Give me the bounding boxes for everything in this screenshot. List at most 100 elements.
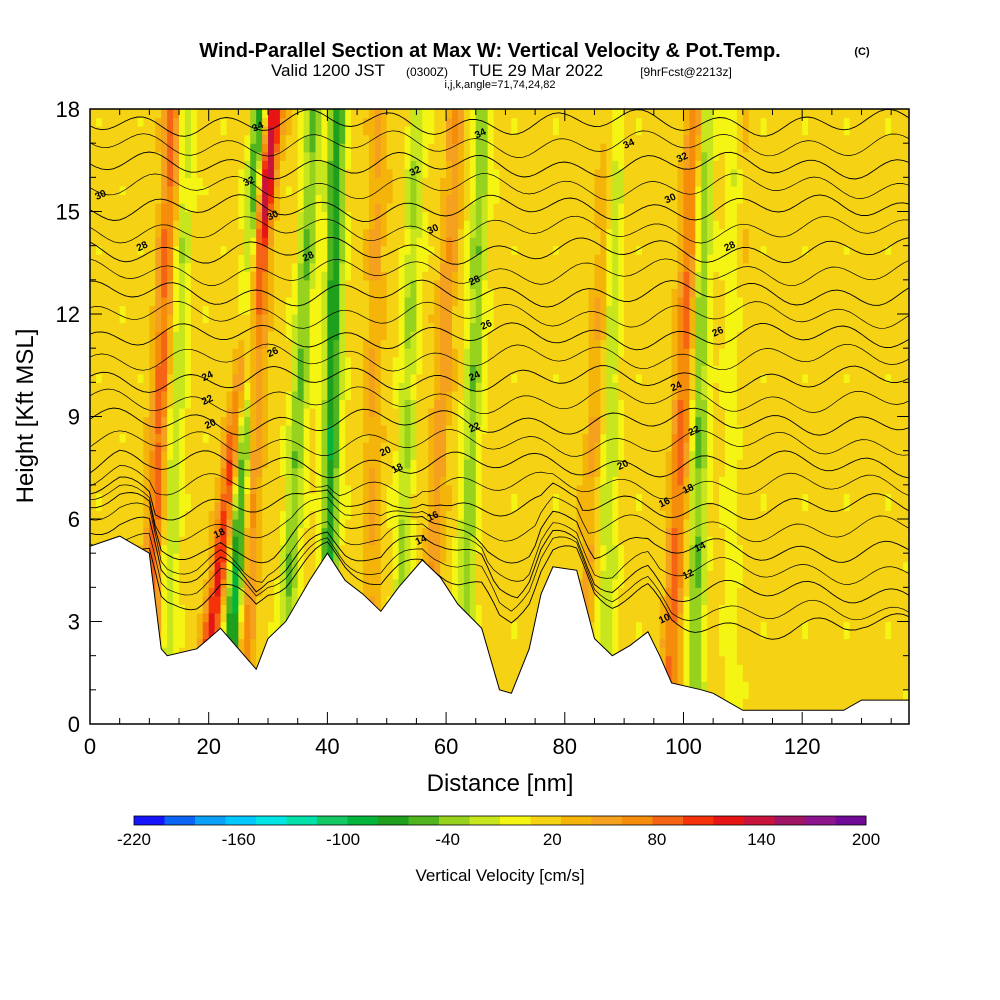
velocity-cell xyxy=(208,356,216,366)
velocity-cell xyxy=(161,211,168,221)
velocity-cell xyxy=(285,416,293,426)
velocity-cell xyxy=(196,117,204,127)
velocity-cell xyxy=(297,459,305,469)
velocity-cell xyxy=(398,228,406,238)
velocity-cell xyxy=(380,134,388,144)
velocity-cell xyxy=(309,407,317,418)
velocity-cell xyxy=(487,168,495,178)
velocity-cell xyxy=(155,442,162,452)
velocity-cell xyxy=(238,143,245,153)
velocity-cell xyxy=(386,288,394,298)
velocity-cell xyxy=(202,553,210,563)
velocity-cell xyxy=(95,382,103,392)
velocity-cell xyxy=(214,553,222,563)
velocity-cell xyxy=(137,527,145,537)
velocity-cell xyxy=(309,536,317,546)
velocity-cell xyxy=(481,536,489,546)
velocity-cell xyxy=(463,595,471,606)
velocity-cell xyxy=(173,493,180,503)
velocity-cell xyxy=(428,177,435,187)
velocity-cell xyxy=(268,484,275,494)
velocity-cell xyxy=(179,254,186,264)
velocity-cell xyxy=(475,331,483,341)
velocity-cell xyxy=(149,476,156,486)
velocity-cell xyxy=(161,561,168,571)
velocity-cell xyxy=(113,382,121,392)
velocity-cell xyxy=(190,595,198,606)
velocity-cell xyxy=(475,561,483,571)
velocity-cell xyxy=(250,185,257,196)
velocity-cell xyxy=(214,604,222,614)
velocity-cell xyxy=(457,382,465,392)
velocity-cell xyxy=(196,194,204,204)
velocity-cell xyxy=(95,484,103,494)
velocity-cell xyxy=(161,621,168,631)
velocity-cell xyxy=(214,493,222,503)
velocity-cell xyxy=(161,356,168,366)
velocity-cell xyxy=(202,211,210,221)
velocity-cell xyxy=(190,544,198,554)
velocity-cell xyxy=(303,143,311,153)
velocity-cell xyxy=(95,254,103,264)
velocity-cell xyxy=(131,510,139,520)
velocity-cell xyxy=(428,134,435,144)
velocity-cell xyxy=(95,237,103,247)
velocity-cell xyxy=(238,484,245,494)
velocity-cell xyxy=(446,365,453,375)
velocity-cell xyxy=(256,570,263,580)
velocity-cell xyxy=(339,160,346,170)
velocity-cell xyxy=(416,228,423,238)
velocity-cell xyxy=(481,348,489,358)
velocity-cell xyxy=(107,245,115,255)
velocity-cell xyxy=(493,570,501,580)
velocity-cell xyxy=(90,177,97,187)
velocity-cell xyxy=(309,501,317,512)
velocity-cell xyxy=(190,399,198,409)
velocity-cell xyxy=(232,442,239,452)
velocity-cell xyxy=(440,314,447,324)
velocity-cell xyxy=(202,544,210,554)
velocity-cell xyxy=(238,177,245,187)
velocity-cell xyxy=(392,194,400,204)
velocity-cell xyxy=(113,185,121,196)
velocity-cell xyxy=(315,527,323,537)
velocity-cell xyxy=(161,578,168,588)
velocity-cell xyxy=(161,237,168,247)
velocity-cell xyxy=(487,151,495,161)
velocity-cell xyxy=(434,177,441,187)
velocity-cell xyxy=(220,177,228,187)
velocity-cell xyxy=(351,561,358,571)
velocity-cell xyxy=(285,194,293,204)
velocity-cell xyxy=(457,288,465,298)
velocity-cell xyxy=(434,126,441,136)
velocity-cell xyxy=(297,160,305,170)
velocity-cell xyxy=(410,450,418,460)
velocity-cell xyxy=(374,134,382,144)
velocity-cell xyxy=(493,630,501,640)
velocity-cell xyxy=(95,373,103,383)
velocity-cell xyxy=(208,322,216,332)
velocity-cell xyxy=(386,117,394,127)
velocity-cell xyxy=(279,604,287,614)
velocity-cell xyxy=(333,519,340,529)
velocity-cell xyxy=(196,587,204,597)
velocity-cell xyxy=(493,493,501,503)
velocity-cell xyxy=(327,245,334,255)
velocity-cell xyxy=(374,519,382,529)
velocity-cell xyxy=(179,348,186,358)
velocity-cell xyxy=(327,339,334,349)
velocity-cell xyxy=(327,151,334,161)
velocity-cell xyxy=(404,433,412,443)
velocity-cell xyxy=(487,433,495,443)
velocity-cell xyxy=(481,279,489,289)
velocity-cell xyxy=(90,305,97,315)
velocity-cell xyxy=(475,484,483,494)
velocity-cell xyxy=(161,365,168,375)
velocity-cell xyxy=(244,595,251,606)
velocity-cell xyxy=(457,365,465,375)
velocity-cell xyxy=(167,459,174,469)
velocity-cell xyxy=(250,604,257,614)
velocity-cell xyxy=(309,185,317,196)
velocity-cell xyxy=(309,245,317,255)
velocity-cell xyxy=(297,168,305,178)
